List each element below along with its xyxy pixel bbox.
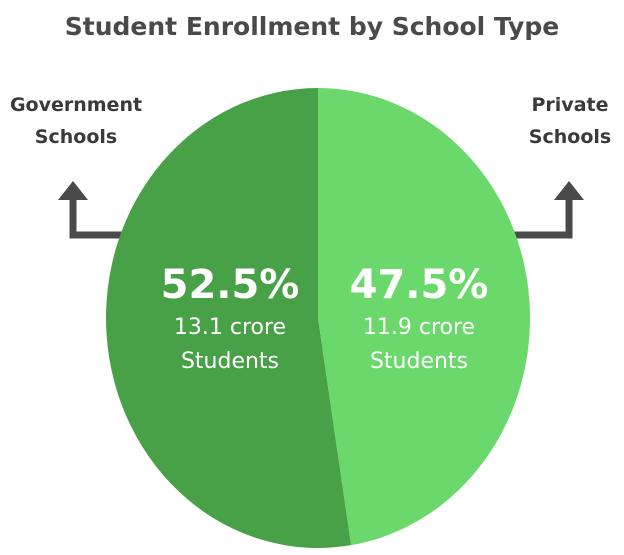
slice-private-schools [318,88,531,546]
connector-private [508,181,584,239]
chart-title: Student Enrollment by School Type [65,12,559,41]
connector-government [58,181,128,239]
percent-label-private: 47.5% [350,262,489,308]
label-government-line2: Schools [35,126,117,148]
slice-government-schools [106,88,352,549]
connector-line-government [69,198,128,239]
pie-slices [106,88,531,549]
connector-line-private [508,198,573,239]
label-private-line2: Schools [529,126,611,148]
count-label-government: 13.1 crore [174,315,286,340]
arrowhead-government [58,181,88,200]
label-government-line1: Government [10,94,142,116]
label-private-line1: Private [532,94,609,116]
arrowhead-private [554,181,584,200]
percent-label-government: 52.5% [161,262,300,308]
unit-label-government: Students [181,349,279,374]
count-label-private: 11.9 crore [363,315,475,340]
unit-label-private: Students [370,349,468,374]
